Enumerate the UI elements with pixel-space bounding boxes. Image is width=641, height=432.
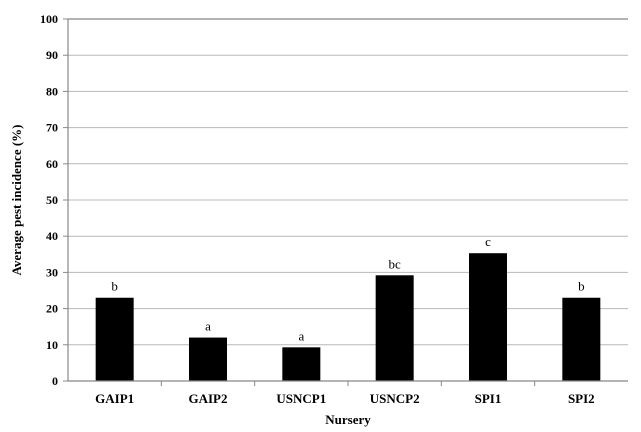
x-tick-label-spi1: SPI1 (475, 391, 502, 406)
significance-label-spi1: c (485, 234, 491, 249)
bar-spi1 (469, 253, 507, 381)
x-tick-label-usncp2: USNCP2 (370, 391, 420, 406)
x-tick-label-gaip1: GAIP1 (95, 391, 134, 406)
y-tick-label: 50 (46, 193, 58, 207)
significance-label-gaip1: b (111, 279, 118, 294)
y-tick-label: 20 (46, 302, 58, 316)
y-axis-tick-labels: 0 10 20 30 40 50 60 70 80 90 100 (40, 12, 68, 388)
significance-label-usncp1: a (298, 328, 304, 343)
y-tick-label: 90 (46, 48, 58, 62)
data-labels: b a a bc c b (111, 234, 584, 343)
gridlines (68, 18, 628, 346)
x-axis-title: Nursery (325, 412, 371, 427)
y-tick-label: 40 (46, 229, 58, 243)
y-tick-label: 0 (52, 374, 58, 388)
x-tick-label-usncp1: USNCP1 (276, 391, 326, 406)
y-tick-label: 80 (46, 84, 58, 98)
y-tick-label: 100 (40, 12, 58, 26)
bars (95, 253, 601, 381)
bar-gaip1 (95, 297, 134, 381)
significance-label-gaip2: a (205, 319, 211, 334)
y-tick-label: 30 (46, 265, 58, 279)
y-tick-label: 70 (46, 121, 58, 135)
y-tick-label: 10 (46, 338, 58, 352)
x-tick-label-gaip2: GAIP2 (189, 391, 228, 406)
bar-usncp1 (282, 347, 321, 381)
bar-spi2 (562, 297, 601, 381)
bar-usncp2 (375, 275, 414, 381)
significance-label-spi2: b (578, 279, 585, 294)
x-tick-label-spi2: SPI2 (568, 391, 595, 406)
significance-label-usncp2: bc (389, 256, 402, 271)
bar-gaip2 (189, 337, 227, 381)
x-axis-tick-labels: GAIP1 GAIP2 USNCP1 USNCP2 SPI1 SPI2 (95, 381, 595, 406)
y-axis-title: Average pest incidence (%) (9, 124, 24, 275)
y-tick-label: 60 (46, 157, 58, 171)
